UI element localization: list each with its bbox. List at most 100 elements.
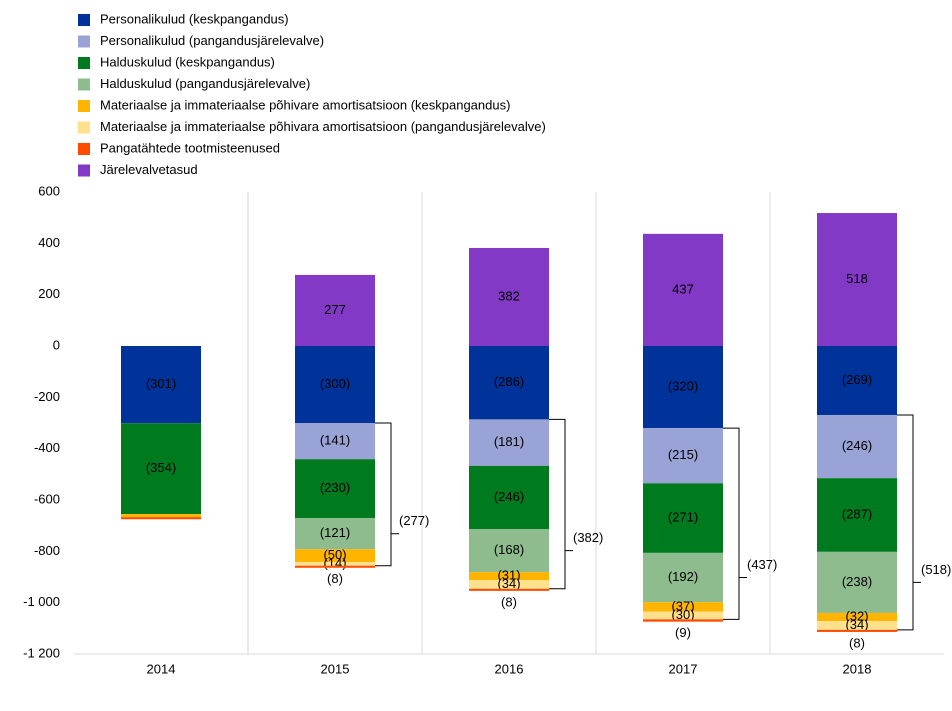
data-label: (192) — [668, 569, 698, 584]
bar-segment — [817, 551, 897, 613]
y-tick-label: 400 — [38, 235, 60, 250]
bar-segment — [295, 346, 375, 423]
data-label: (238) — [842, 574, 872, 589]
bracket — [375, 422, 399, 567]
bar-segment — [469, 346, 549, 420]
x-tick-label: 2017 — [669, 661, 698, 676]
data-label: (9) — [675, 625, 691, 640]
data-label: (37) — [671, 598, 694, 613]
data-label: (215) — [668, 447, 698, 462]
bracket-label: (518) — [921, 562, 951, 577]
y-tick-label: -600 — [34, 491, 60, 506]
data-label: (30) — [671, 607, 694, 622]
legend-swatch — [78, 121, 90, 134]
y-tick-label: -1 000 — [23, 594, 60, 609]
bar-segment — [295, 562, 375, 566]
data-label: (8) — [849, 635, 865, 650]
bar-segment — [121, 517, 201, 520]
bar-segment — [817, 478, 897, 552]
legend-label: Personalikulud (pangandusjärelevalve) — [100, 33, 324, 48]
bar-segment — [643, 552, 723, 603]
data-label: (246) — [842, 438, 872, 453]
y-tick-label: -400 — [34, 440, 60, 455]
data-label: (121) — [320, 525, 350, 540]
bracket — [897, 414, 921, 631]
legend-swatch — [78, 35, 90, 48]
data-label: 277 — [324, 302, 346, 317]
bracket — [549, 418, 573, 590]
bar-segment — [295, 518, 375, 550]
y-tick-label: 0 — [53, 337, 60, 352]
bar-segment — [295, 423, 375, 460]
data-label: (168) — [494, 542, 524, 557]
legend-label: Halduskulud (pangandusjärelevalve) — [100, 76, 310, 91]
data-label: (286) — [494, 374, 524, 389]
bar-segment — [643, 346, 723, 429]
legend-swatch — [78, 78, 90, 91]
bar-segment — [469, 580, 549, 589]
data-label: (32) — [845, 608, 868, 623]
data-label: 437 — [672, 281, 694, 296]
legend-swatch — [78, 100, 90, 112]
data-label: (50) — [323, 547, 346, 562]
legend-label: Materiaalse ja immateriaalse põhivara am… — [100, 119, 546, 134]
data-label: 382 — [498, 288, 520, 303]
data-label: (31) — [497, 568, 520, 583]
bar-segment — [295, 459, 375, 519]
bar-segment — [295, 549, 375, 563]
bar-segment — [469, 588, 549, 591]
legend-label: Personalikulud (keskpangandus) — [100, 11, 289, 26]
data-label: (34) — [845, 617, 868, 632]
y-tick-label: -200 — [34, 389, 60, 404]
x-tick-label: 2015 — [321, 661, 350, 676]
data-label: (141) — [320, 433, 350, 448]
bracket-label: (437) — [747, 557, 777, 572]
bar-segment — [643, 233, 723, 346]
bar-segment — [469, 529, 549, 573]
legend-label: Pangatähtede tootmisteenused — [100, 140, 280, 155]
bar-segment — [643, 428, 723, 484]
bar-segment — [295, 565, 375, 568]
data-label: (320) — [668, 379, 698, 394]
x-tick-label: 2018 — [843, 661, 872, 676]
data-label: (14) — [323, 555, 346, 570]
legend-swatch — [78, 143, 90, 155]
x-tick-label: 2014 — [147, 661, 176, 676]
bar-segment — [817, 612, 897, 622]
data-label: (230) — [320, 480, 350, 495]
bar-segment — [469, 465, 549, 530]
x-tick-label: 2016 — [495, 661, 524, 676]
bar-segment — [469, 419, 549, 466]
data-label: (269) — [842, 372, 872, 387]
legend-label: Materiaalse ja immateriaalse põhivare am… — [100, 97, 510, 112]
bar-segment — [643, 602, 723, 612]
bar-segment — [817, 629, 897, 632]
bar-segment — [817, 213, 897, 346]
bracket-label: (382) — [573, 530, 603, 545]
legend-label: Järelevalvetasud — [100, 162, 198, 177]
bar-segment — [817, 346, 897, 416]
bar-segment — [469, 247, 549, 346]
y-tick-label: -1 200 — [23, 645, 60, 660]
legend-swatch — [78, 164, 90, 177]
bar-segment — [295, 274, 375, 346]
bar-segment — [121, 346, 201, 424]
legend-swatch — [78, 57, 90, 69]
data-label: 518 — [846, 271, 868, 286]
bracket-label: (277) — [399, 513, 429, 528]
data-label: (8) — [327, 571, 343, 586]
bar-segment — [121, 423, 201, 515]
data-label: (354) — [146, 460, 176, 475]
data-label: (8) — [501, 594, 517, 609]
bar-segment — [643, 611, 723, 620]
bracket — [723, 427, 747, 620]
y-tick-label: 600 — [38, 183, 60, 198]
bar-segment — [643, 619, 723, 622]
bar-segment — [121, 514, 201, 518]
bar-segment — [817, 415, 897, 479]
data-label: (271) — [668, 510, 698, 525]
bar-segment — [643, 483, 723, 553]
data-label: (301) — [146, 376, 176, 391]
data-label: (287) — [842, 506, 872, 521]
